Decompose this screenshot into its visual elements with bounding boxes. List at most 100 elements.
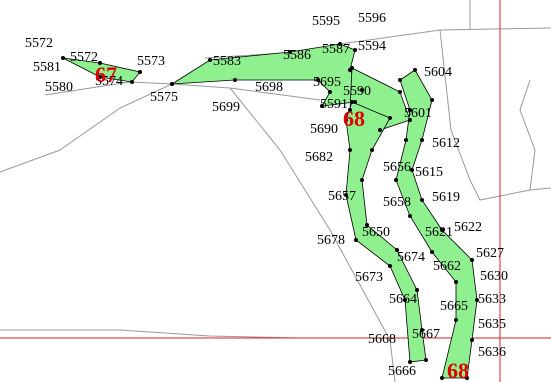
vertex-label: 5583 [213,54,241,69]
vertex [394,178,398,182]
vertex-label: 5612 [432,136,460,151]
vertex-label: 5596 [358,11,386,26]
vertex [320,104,324,108]
labels: 5595 5596 5572 5572 5573 5587 5594 5581 5583 5586… [25,11,508,382]
vertex [138,70,142,74]
vertex [348,108,352,112]
vertex-label: 5572 [70,50,98,65]
vertex-label: 5587 [322,42,350,57]
vertex-label: 5595 [312,14,340,29]
vertex-label: 5667 [412,327,440,342]
vertex [354,238,358,242]
vertex-label: 5658 [383,195,411,210]
vertex [470,258,474,262]
vertex [388,264,392,268]
vertex [388,116,392,120]
vertex [408,108,412,112]
vertex-label: 5619 [432,190,460,205]
vertex-label: 5627 [476,246,504,261]
vertex-label: 5673 [355,270,383,285]
vertex-label: 5650 [362,225,390,240]
vertex-label: 5633 [478,292,506,307]
vertex [413,68,417,72]
vertex [208,58,212,62]
vertices [61,42,479,380]
vertex-label: 5678 [317,233,345,248]
vertex [350,66,354,70]
vertex [424,358,428,362]
vertex-label: 5594 [358,39,386,54]
vertex [130,80,134,84]
vertex-label: 5580 [45,80,73,95]
vertex [344,118,348,122]
vertex [475,298,479,302]
vertex [454,318,458,322]
vertex-label: 5615 [415,165,443,180]
vertex-label: 5662 [433,259,461,274]
vertex [395,248,399,252]
vertex [233,78,237,82]
vertex [410,168,414,172]
vertex [170,82,174,86]
vertex-label: 5682 [305,150,333,165]
vertex [430,250,434,254]
vertex-label: 5668 [368,332,396,347]
vertex [348,148,352,152]
vertex-label: 5621 [425,225,453,240]
vertex [403,298,407,302]
vertex-label: 5604 [424,65,452,80]
vertex-label: 5622 [454,220,482,235]
vertex [420,198,424,202]
vertex [98,75,102,79]
vertex-label: 5695 [313,75,341,90]
vertex [470,338,474,342]
vertex [398,90,402,94]
vertex [365,223,369,227]
vertex [404,138,408,142]
vertex-label: 5690 [310,122,338,137]
region-label: 68 [343,106,365,131]
vertex [360,178,364,182]
vertex [408,214,412,218]
vertex [370,148,374,152]
vertex [408,360,412,364]
vertex-label: 5635 [478,317,506,332]
vertex [338,42,342,46]
vertex [360,88,364,92]
vertex [98,61,102,65]
vertex-label: 5586 [283,48,311,63]
vertex [408,118,412,122]
vertex [398,78,402,82]
vertex-label: 5630 [480,269,508,284]
vertex-label: 5698 [255,80,283,95]
vertex [454,280,458,284]
vertex-label: 5656 [383,160,411,175]
vertex-label: 5666 [388,364,416,379]
vertex [61,56,65,60]
vertex [420,328,424,332]
vertex [378,128,382,132]
vertex [415,288,419,292]
vertex-label: 5664 [389,292,417,307]
vertex-label: 5591 [320,97,348,112]
vertex-label: 5699 [212,100,240,115]
vertex [353,100,357,104]
region-label: 67 [95,62,117,87]
vertex-label: 5657 [328,189,356,204]
vertex [350,100,354,104]
vertex-label: 5665 [440,299,468,314]
vertex-label: 5601 [404,106,432,121]
vertex-label: 5573 [137,54,165,69]
vertex-label: 5574 [95,74,123,89]
vertex-label: 5581 [33,60,61,75]
region-label: 68 [447,358,469,382]
vertex [440,376,444,380]
vertex [465,376,469,380]
vertex [353,48,357,52]
vertex-label: 5575 [150,90,178,105]
vertex [328,90,332,94]
vertex-label: 5636 [478,345,506,360]
vertex [440,228,444,232]
vertex [430,98,434,102]
